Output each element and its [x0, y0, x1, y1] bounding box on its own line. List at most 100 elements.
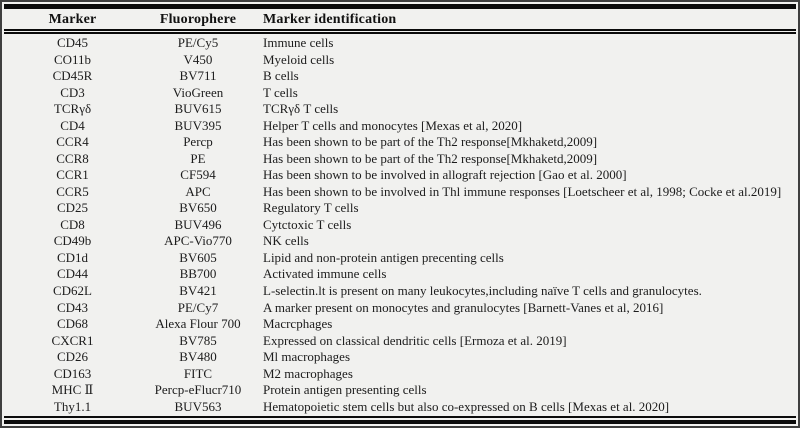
fluorophore-cell: BUV496 [174, 216, 222, 232]
marker-cell: Thy1.1 [53, 398, 92, 414]
fluorophore-cell: APC [185, 183, 211, 199]
fluorophore-cell: BV480 [179, 349, 217, 365]
identification-cell: Myeloid cells [263, 51, 335, 67]
table-row: CD45R BV711 B cells [4, 68, 796, 85]
identification-cell: Hematopoietic stem cells but also co-exp… [263, 398, 670, 414]
fluorophore-cell: APC-Vio770 [164, 233, 232, 249]
fluorophore-cell: Percp-eFlucr710 [154, 382, 242, 398]
fluorophore-cell: VioGreen [172, 84, 224, 100]
marker-cell: CCR5 [56, 183, 89, 199]
marker-cell: CD62L [53, 282, 92, 298]
marker-cell: CD163 [53, 365, 92, 381]
marker-cell: CD1d [56, 249, 89, 265]
table-row: MHC Ⅱ Percp-eFlucr710 Protein antigen pres… [4, 382, 796, 399]
table-row: CD3 VioGreen T cells [4, 85, 796, 102]
identification-cell: Macrcphages [263, 316, 333, 332]
identification-cell: TCRγδ T cells [263, 101, 339, 117]
header-divider-rule [4, 29, 796, 34]
table-row: CCR4 Percp Has been shown to be part of th… [4, 134, 796, 151]
table-row: CD26 BV480 Ml macrophages [4, 349, 796, 366]
identification-cell: Has been shown to be part of the Th2 res… [263, 134, 598, 150]
table-row: CCR1 CF594 Has been shown to be involved i… [4, 167, 796, 184]
table-row: CD163 FITC M2 macrophages [4, 365, 796, 382]
marker-cell: CD8 [60, 216, 85, 232]
identification-cell: Has been shown to be part of the Th2 res… [263, 150, 598, 166]
identification-cell: Cytctoxic T cells [263, 216, 352, 232]
identification-cell: Ml macrophages [263, 349, 351, 365]
marker-cell: CD3 [60, 84, 85, 100]
marker-cell: CD45R [52, 68, 93, 84]
column-header-identification: Marker identification [263, 11, 397, 27]
identification-cell: NK cells [263, 233, 309, 249]
marker-cell: CD45 [56, 35, 89, 51]
identification-cell: T cells [263, 84, 298, 100]
fluorophore-cell: PE [190, 150, 206, 166]
column-header-marker: Marker [48, 11, 97, 27]
table-row: CD1d BV605 Lipid and non-protein antigen p… [4, 250, 796, 267]
table-row: Thy1.1 BUV563 Hematopoietic stem cells but… [4, 398, 796, 415]
fluorophore-cell: PE/Cy7 [177, 299, 219, 315]
fluorophore-cell: Alexa Flour 700 [155, 316, 241, 332]
marker-cell: TCRγδ [53, 101, 92, 117]
fluorophore-cell: BV421 [179, 282, 217, 298]
table-row: CD45 PE/Cy5 Immune cells [4, 35, 796, 52]
fluorophore-cell: BV650 [179, 200, 217, 216]
table-row: CO11b V450 Myeloid cells [4, 52, 796, 69]
identification-cell: Regulatory T cells [263, 200, 359, 216]
fluorophore-cell: BV711 [179, 68, 217, 84]
table-row: CD44 BB700 Activated immune cells [4, 266, 796, 283]
table-row: CCR8 PE Has been shown to be part of the T… [4, 151, 796, 168]
identification-cell: Has been shown to be involved in Thl imm… [263, 183, 782, 199]
table-row: CXCR1 BV785 Expressed on classical dendrit… [4, 332, 796, 349]
fluorophore-cell: CF594 [180, 167, 216, 183]
identification-cell: Expressed on classical dendritic cells [… [263, 332, 567, 348]
fluorophore-cell: Percp [183, 134, 213, 150]
table-row: TCRγδ BUV615 TCRγδ T cells [4, 101, 796, 118]
table-row: CD4 BUV395 Helper T cells and monocytes [M… [4, 118, 796, 135]
identification-cell: A marker present on monocytes and granul… [263, 299, 664, 315]
identification-cell: Protein antigen presenting cells [263, 382, 427, 398]
identification-cell: L-selectin.lt is present on many leukocy… [263, 282, 702, 298]
identification-cell: Helper T cells and monocytes [Mexas et a… [263, 117, 523, 133]
fluorophore-cell: BUV615 [174, 101, 222, 117]
marker-cell: CXCR1 [51, 332, 94, 348]
table-bottom-thin-rule [4, 416, 796, 418]
table-bottom-rule [4, 420, 796, 424]
table-body: CD45 PE/Cy5 Immune cells CO11b V450 Myeloid c… [4, 34, 796, 415]
marker-cell: CD25 [56, 200, 89, 216]
marker-cell: CD26 [56, 349, 89, 365]
identification-cell: Activated immune cells [263, 266, 387, 282]
identification-cell: Has been shown to be involved in allogra… [263, 167, 627, 183]
fluorophore-cell: BV785 [179, 332, 217, 348]
fluorophore-cell: BUV563 [174, 398, 222, 414]
marker-cell: CD44 [56, 266, 89, 282]
marker-cell: CCR4 [56, 134, 89, 150]
identification-cell: Lipid and non-protein antigen precenting… [263, 249, 504, 265]
table-header-row: Marker Fluorophere Marker identification [4, 9, 796, 29]
marker-cell: CD68 [56, 316, 89, 332]
identification-cell: B cells [263, 68, 299, 84]
marker-cell: MHC Ⅱ [51, 382, 94, 398]
fluorophore-cell: BV605 [179, 249, 217, 265]
identification-cell: M2 macrophages [263, 365, 353, 381]
table-row: CCR5 APC Has been shown to be involved in … [4, 184, 796, 201]
fluorophore-cell: PE/Cy5 [177, 35, 219, 51]
column-header-fluorophore: Fluorophere [159, 11, 237, 27]
marker-cell: CCR8 [56, 150, 89, 166]
table-top-rule [4, 4, 796, 9]
table-row: CD8 BUV496 Cytctoxic T cells [4, 217, 796, 234]
table-row: CD25 BV650 Regulatory T cells [4, 200, 796, 217]
table-row: CD68 Alexa Flour 700 Macrcphages [4, 316, 796, 333]
fluorophore-cell: V450 [183, 51, 213, 67]
fluorophore-cell: BB700 [179, 266, 217, 282]
table-row: CD43 PE/Cy7 A marker present on monocytes … [4, 299, 796, 316]
table-row: CD49b APC-Vio770 NK cells [4, 233, 796, 250]
marker-cell: CO11b [53, 51, 92, 67]
marker-cell: CD43 [56, 299, 89, 315]
marker-cell: CCR1 [56, 167, 89, 183]
marker-cell: CD49b [53, 233, 92, 249]
fluorophore-cell: FITC [183, 365, 213, 381]
fluorophore-cell: BUV395 [174, 117, 222, 133]
identification-cell: Immune cells [263, 35, 334, 51]
